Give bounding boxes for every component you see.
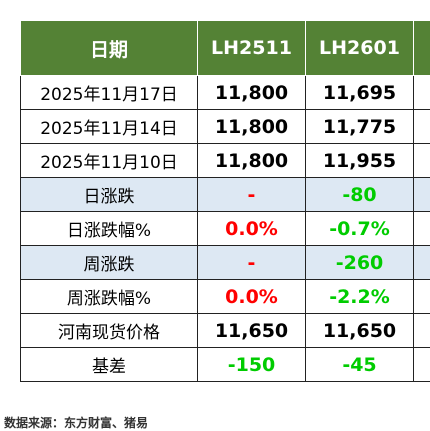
table-row: 日涨跌幅%0.0%-0.7% [21, 212, 430, 246]
cell-lh2601: -0.7% [306, 212, 414, 246]
cell-next-contract [414, 76, 430, 110]
cell-lh2511: 11,800 [198, 144, 306, 178]
row-label: 日涨跌 [21, 178, 198, 212]
cell-next-contract [414, 144, 430, 178]
row-label: 日涨跌幅% [21, 212, 198, 246]
header-lh2511: LH2511 [198, 21, 306, 76]
cell-lh2601: 11,775 [306, 110, 414, 144]
cell-lh2601: 11,955 [306, 144, 414, 178]
header-next-contract: L [414, 21, 430, 76]
cell-lh2601: 11,650 [306, 314, 414, 348]
price-table: 日期 LH2511 LH2601 L 2025年11月17日11,80011,6… [20, 20, 430, 382]
table-row: 基差-150-45 [21, 348, 430, 382]
data-source-note: 数据来源：东方财富、猪易 [4, 414, 148, 431]
cell-next-contract [414, 280, 430, 314]
cell-lh2511: - [198, 178, 306, 212]
cell-lh2511: 0.0% [198, 280, 306, 314]
table-row: 日涨跌--80 [21, 178, 430, 212]
cell-next-contract [414, 246, 430, 280]
cell-lh2511: 0.0% [198, 212, 306, 246]
cell-next-contract [414, 110, 430, 144]
cell-lh2511: 11,800 [198, 110, 306, 144]
row-label: 周涨跌幅% [21, 280, 198, 314]
row-label: 2025年11月10日 [21, 144, 198, 178]
cell-lh2601: 11,695 [306, 76, 414, 110]
table-row: 周涨跌幅%0.0%-2.2% [21, 280, 430, 314]
row-label: 2025年11月14日 [21, 110, 198, 144]
cell-next-contract [414, 178, 430, 212]
cell-lh2511: 11,800 [198, 76, 306, 110]
cell-next-contract [414, 348, 430, 382]
header-lh2601: LH2601 [306, 21, 414, 76]
header-date: 日期 [21, 21, 198, 76]
row-label: 2025年11月17日 [21, 76, 198, 110]
cell-next-contract [414, 314, 430, 348]
row-label: 河南现货价格 [21, 314, 198, 348]
cell-lh2601: -2.2% [306, 280, 414, 314]
cell-next-contract [414, 212, 430, 246]
cell-lh2511: - [198, 246, 306, 280]
cell-lh2601: -45 [306, 348, 414, 382]
row-label: 周涨跌 [21, 246, 198, 280]
price-table-container: 日期 LH2511 LH2601 L 2025年11月17日11,80011,6… [20, 20, 430, 382]
row-label: 基差 [21, 348, 198, 382]
cell-lh2511: -150 [198, 348, 306, 382]
table-row: 周涨跌--260 [21, 246, 430, 280]
cell-lh2601: -260 [306, 246, 414, 280]
cell-lh2511: 11,650 [198, 314, 306, 348]
table-header-row: 日期 LH2511 LH2601 L [21, 21, 430, 76]
cell-lh2601: -80 [306, 178, 414, 212]
